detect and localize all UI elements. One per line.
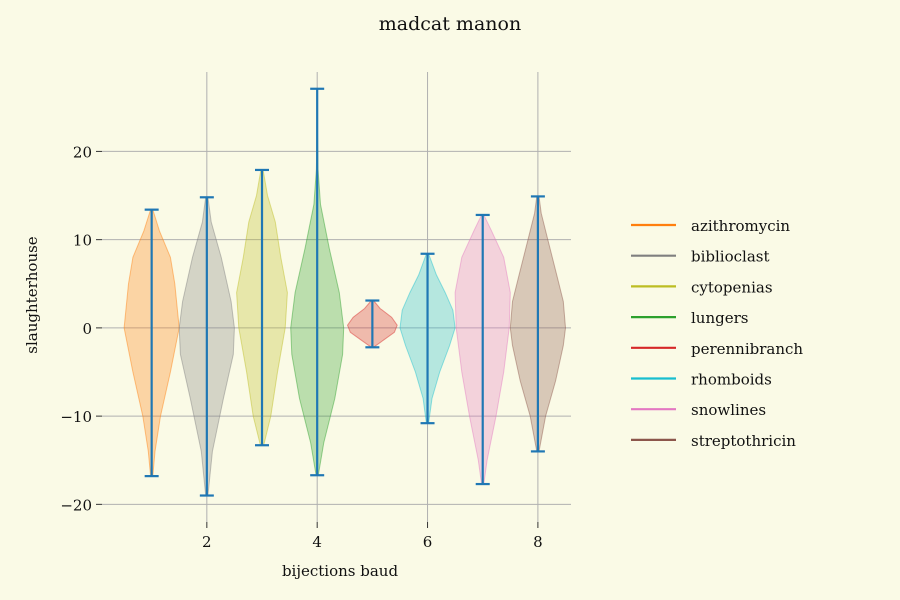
legend-label: snowlines xyxy=(691,401,766,419)
x-tick-label: 8 xyxy=(533,533,543,551)
y-tick-label: 20 xyxy=(73,143,92,161)
legend-label: cytopenias xyxy=(691,278,773,296)
legend-label: perennibranch xyxy=(691,340,803,358)
y-tick-label: −20 xyxy=(60,496,92,514)
x-tick-label: 6 xyxy=(423,533,433,551)
legend-label: biblioclast xyxy=(691,248,770,266)
legend-label: lungers xyxy=(691,309,748,327)
y-tick-label: −10 xyxy=(60,408,92,426)
axes: −20 −10 0 10 20 2 4 6 8 xyxy=(60,143,542,551)
x-tick-label: 4 xyxy=(312,533,322,551)
legend: azithromycin biblioclast cytopenias lungers… xyxy=(631,217,803,450)
y-tick-label: 0 xyxy=(82,320,92,338)
chart-title: madcat manon xyxy=(379,13,521,35)
y-tick-label: 10 xyxy=(73,232,92,250)
legend-label: azithromycin xyxy=(691,217,790,235)
legend-label: streptothricin xyxy=(691,432,796,450)
legend-label: rhomboids xyxy=(691,371,772,389)
violins xyxy=(123,87,567,497)
y-axis-label: slaughterhouse xyxy=(23,236,41,353)
x-axis-label: bijections baud xyxy=(282,562,399,580)
x-tick-label: 2 xyxy=(202,533,212,551)
